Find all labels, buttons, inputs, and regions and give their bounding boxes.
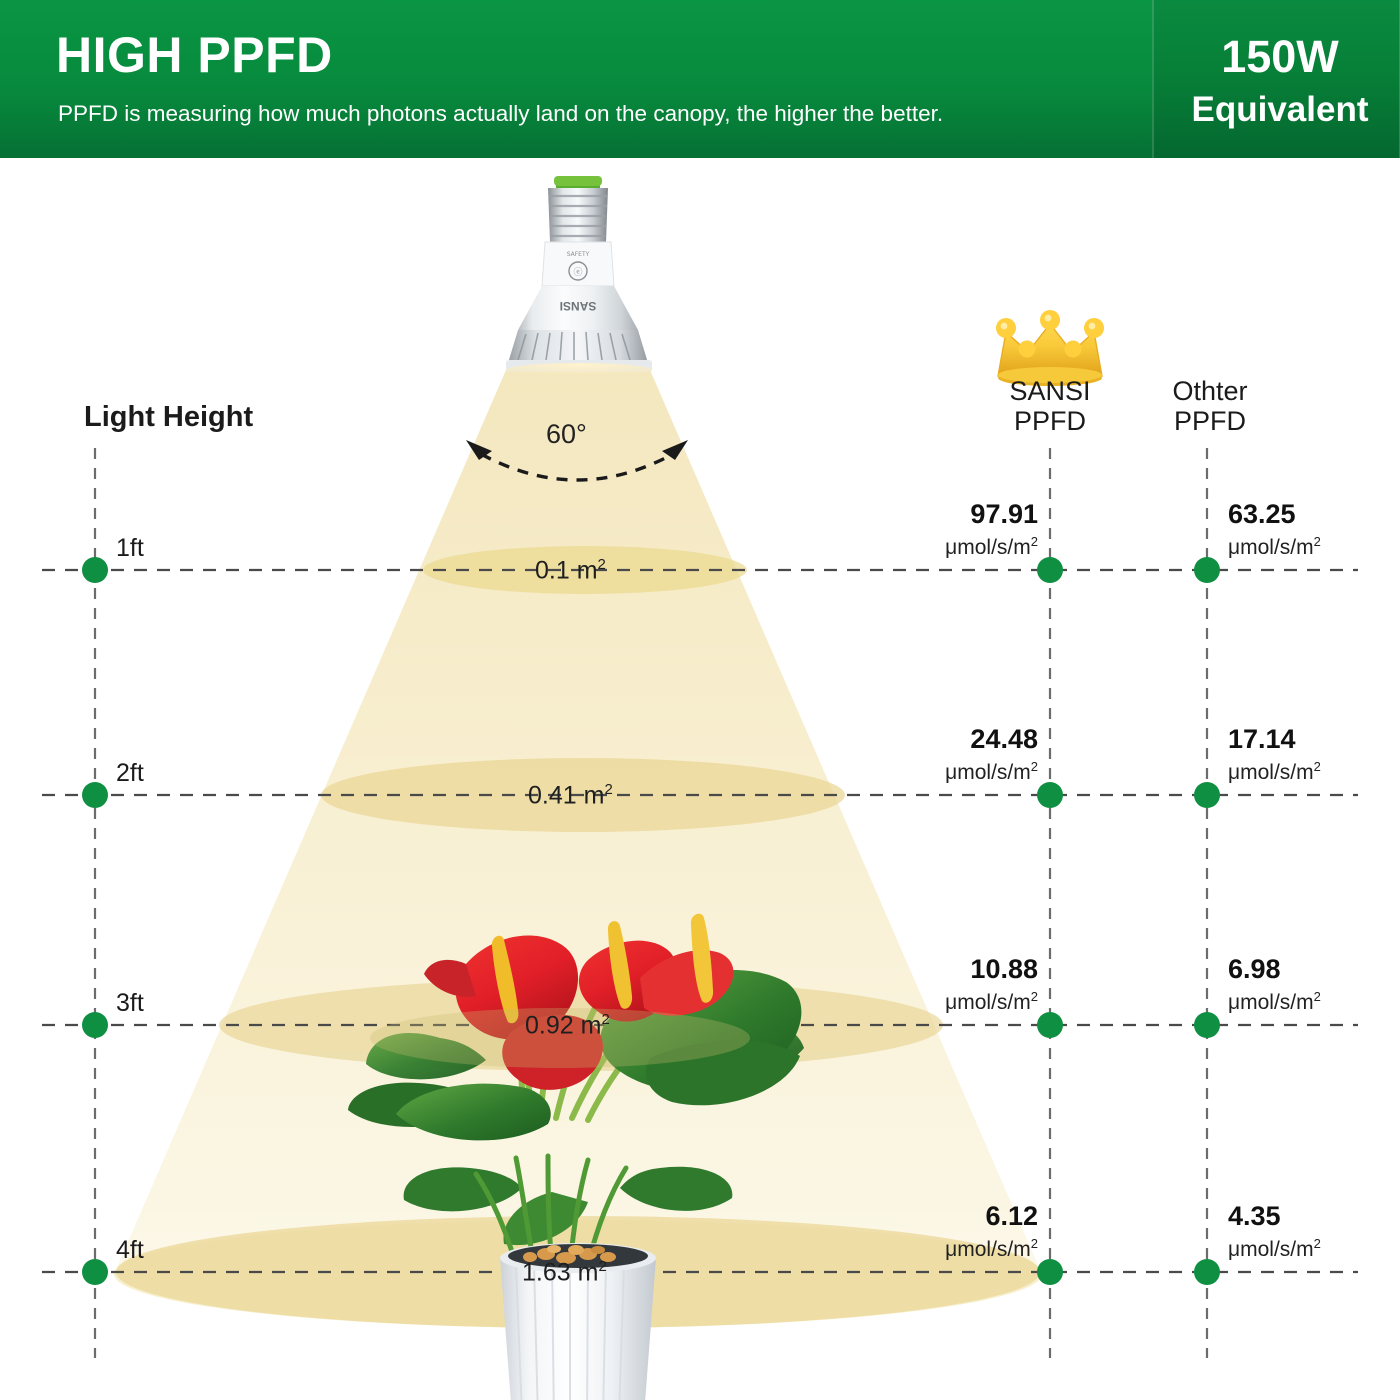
marker-lightheight-2ft: [82, 782, 108, 808]
other-value-4ft: 4.35: [1228, 1201, 1281, 1231]
coverage-area-sup-2ft: 2: [604, 781, 613, 798]
height-label-1ft: 1ft: [116, 534, 144, 562]
coverage-area-value-4ft: 1.63: [522, 1258, 571, 1287]
other-value-2ft: 17.14: [1228, 724, 1296, 754]
beam-angle-arc: [480, 452, 674, 482]
column-header-other-line2: PPFD: [1173, 406, 1246, 437]
other-unit-sup-4ft: 2: [1313, 1236, 1321, 1251]
other-unit-2ft: μmol/s/m2: [1228, 760, 1400, 783]
wattage-badge-label: Equivalent: [1191, 90, 1369, 129]
sansi-unit-text-2ft: μmol/s/m: [945, 761, 1031, 784]
led-bulb-icon: SAFETY ⓔ SANSI: [506, 176, 652, 377]
other-unit-text-2ft: μmol/s/m: [1228, 761, 1314, 784]
marker-sansi-2ft: [1037, 782, 1063, 808]
coverage-area-value-2ft: 0.41: [528, 781, 577, 810]
coverage-area-value-1ft: 0.1: [535, 556, 570, 585]
other-unit-sup-3ft: 2: [1313, 989, 1321, 1004]
column-header-sansi: SANSI PPFD: [960, 376, 1140, 436]
other-unit-text-1ft: μmol/s/m: [1228, 536, 1314, 559]
coverage-area-unit-1ft: m: [576, 556, 598, 585]
header-divider: [1152, 0, 1154, 158]
other-unit-text-3ft: μmol/s/m: [1228, 991, 1314, 1014]
coverage-ellipse-1ft: [423, 546, 747, 594]
sansi-value-2ft: 24.48: [970, 724, 1038, 754]
marker-other-2ft: [1194, 782, 1220, 808]
bulb-brand-text: SANSI: [560, 299, 597, 313]
sansi-value-3ft: 10.88: [970, 954, 1038, 984]
other-unit-text-4ft: μmol/s/m: [1228, 1238, 1314, 1261]
svg-text:SAFETY: SAFETY: [567, 251, 590, 258]
sansi-unit-sup-3ft: 2: [1030, 989, 1038, 1004]
coverage-area-unit-2ft: m: [583, 781, 605, 810]
column-header-sansi-line2: PPFD: [1013, 406, 1086, 437]
sansi-value-1ft: 97.91: [970, 499, 1038, 529]
sansi-unit-sup-2ft: 2: [1030, 759, 1038, 774]
page-subtitle: PPFD is measuring how much photons actua…: [58, 101, 944, 126]
other-value-3ft: 6.98: [1228, 954, 1281, 984]
sansi-unit-text-3ft: μmol/s/m: [945, 991, 1031, 1014]
column-header-sansi-line1: SANSI: [1009, 376, 1091, 406]
sansi-unit-4ft: μmol/s/m2: [818, 1237, 1038, 1260]
grid-lines: [42, 568, 1358, 1274]
marker-lightheight-4ft: [82, 1259, 108, 1285]
bulb-screw-base: [548, 188, 608, 242]
sansi-unit-text-4ft: μmol/s/m: [945, 1238, 1031, 1261]
coverage-area-sup-1ft: 2: [597, 556, 606, 573]
marker-other-1ft: [1194, 557, 1220, 583]
other-value-1ft: 63.25: [1228, 499, 1296, 529]
sansi-unit-2ft: μmol/s/m2: [818, 760, 1038, 783]
marker-lightheight-3ft: [82, 1012, 108, 1038]
sansi-unit-text-1ft: μmol/s/m: [945, 536, 1031, 559]
coverage-area-unit-4ft: m: [577, 1258, 599, 1287]
other-unit-4ft: μmol/s/m2: [1228, 1237, 1400, 1260]
marker-sansi-1ft: [1037, 557, 1063, 583]
coverage-area-label-3ft: 0.92 m2: [525, 1012, 610, 1038]
other-unit-1ft: μmol/s/m2: [1228, 535, 1400, 558]
sansi-unit-1ft: μmol/s/m2: [818, 535, 1038, 558]
marker-other-4ft: [1194, 1259, 1220, 1285]
sansi-value-4ft: 6.12: [985, 1201, 1038, 1231]
crown-icon: [996, 310, 1104, 386]
height-label-4ft: 4ft: [116, 1236, 144, 1264]
height-label-2ft: 2ft: [116, 759, 144, 787]
header-banner: HIGH PPFD PPFD is measuring how much pho…: [0, 0, 1400, 158]
column-header-other-line1: Othter: [1172, 376, 1248, 406]
coverage-area-label-1ft: 0.1 m2: [535, 557, 606, 583]
svg-text:ⓔ: ⓔ: [573, 267, 582, 278]
other-unit-sup-2ft: 2: [1313, 759, 1321, 774]
light-height-axis-label: Light Height: [84, 401, 254, 433]
beam-angle-arrowheads: [466, 440, 688, 460]
marker-lightheight-1ft: [82, 557, 108, 583]
marker-sansi-3ft: [1037, 1012, 1063, 1038]
wattage-badge-value: 150W: [1221, 31, 1339, 82]
diagram-graphics: SAFETY ⓔ SANSI: [42, 176, 1358, 1400]
column-header-other: Othter PPFD: [1120, 376, 1300, 436]
coverage-area-value-3ft: 0.92: [525, 1011, 574, 1040]
sansi-unit-sup-1ft: 2: [1030, 534, 1038, 549]
ppfd-diagram: SAFETY ⓔ SANSI: [0, 158, 1400, 1400]
marker-other-3ft: [1194, 1012, 1220, 1038]
page-title: HIGH PPFD: [56, 27, 333, 83]
beam-angle-label: 60°: [546, 419, 587, 449]
sansi-unit-sup-4ft: 2: [1030, 1236, 1038, 1251]
anthurium-plant-icon: [348, 913, 804, 1400]
coverage-area-label-4ft: 1.63 m2: [522, 1259, 607, 1285]
header-badge-panel: [1152, 0, 1400, 158]
other-unit-3ft: μmol/s/m2: [1228, 990, 1400, 1013]
other-unit-sup-1ft: 2: [1313, 534, 1321, 549]
sansi-unit-3ft: μmol/s/m2: [818, 990, 1038, 1013]
coverage-area-label-2ft: 0.41 m2: [528, 782, 613, 808]
coverage-area-unit-3ft: m: [580, 1011, 602, 1040]
marker-dots: [82, 557, 1220, 1285]
coverage-area-sup-4ft: 2: [598, 1258, 607, 1275]
coverage-area-sup-3ft: 2: [601, 1011, 610, 1028]
height-label-3ft: 3ft: [116, 989, 144, 1017]
marker-sansi-4ft: [1037, 1259, 1063, 1285]
